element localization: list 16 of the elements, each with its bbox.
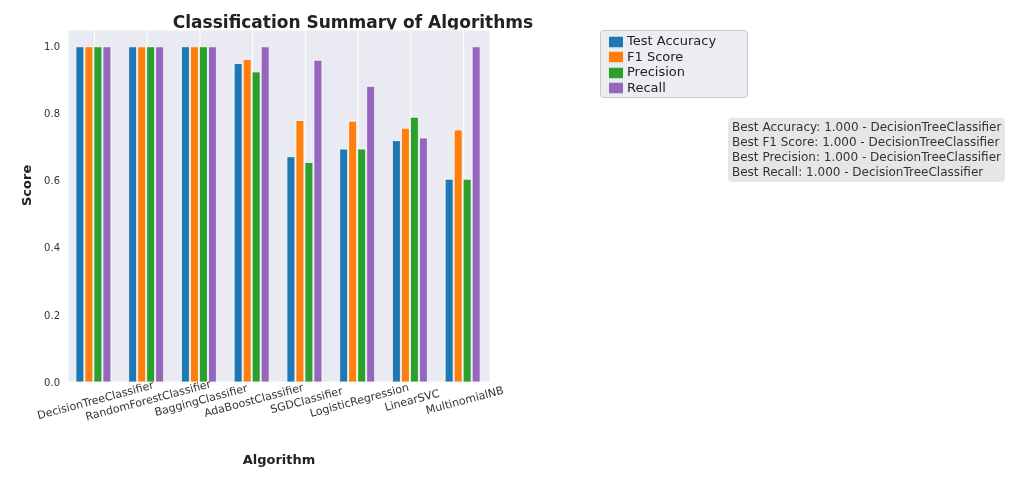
text: Best Recall: 1.000 - DecisionTreeClassifier <box>732 165 985 180</box>
y-tick-label: 0.8 <box>44 108 60 120</box>
text: Best Accuracy: 1.000 - DecisionTreeClassifier <box>732 120 1002 135</box>
text: Best F1 Score: 1.000 - DecisionTreeClassifier <box>732 135 1001 150</box>
y-tick-label: 0.2 <box>44 309 60 321</box>
legend-label: Precision <box>627 64 686 79</box>
y-axis-title: Score <box>18 164 34 206</box>
legend-label: Recall <box>627 79 666 95</box>
text: Best Precision: 1.000 - DecisionTreeClassifier <box>732 150 1002 165</box>
legend-label: Test Accuracy <box>627 33 717 48</box>
legend-label: F1 Score <box>627 48 684 64</box>
chart-title: Classification Summary of Algorithms <box>171 12 535 32</box>
x-axis-title: Algorithm <box>242 452 316 467</box>
y-tick-label: 1.0 <box>44 41 60 53</box>
y-tick-label: 0.6 <box>44 175 60 187</box>
y-tick-label: 0.4 <box>44 242 60 254</box>
